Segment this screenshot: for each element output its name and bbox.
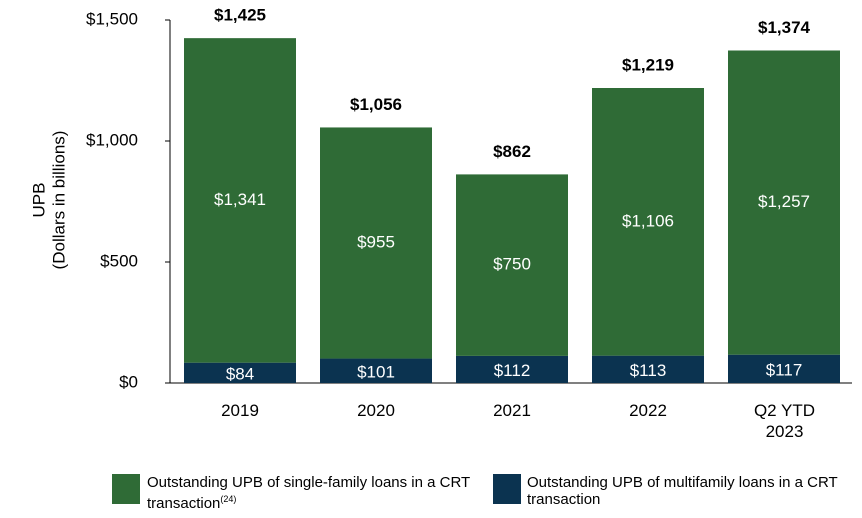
- total-label: $1,374: [758, 18, 811, 37]
- total-label: $862: [493, 142, 531, 161]
- x-tick-label: 2020: [357, 401, 395, 420]
- legend-name: Outstanding UPB of single-family loans i…: [147, 474, 470, 512]
- legend-swatch: [493, 474, 521, 504]
- bar-segment: [728, 354, 840, 383]
- y-axis-label: (Dollars in billions): [49, 131, 68, 270]
- segment-label: $117: [766, 360, 803, 379]
- segment-label: $1,257: [758, 192, 810, 211]
- x-tick-label: Q2 YTD 2023: [753, 401, 816, 441]
- segment-label: $84: [226, 364, 254, 383]
- legend-label: Outstanding UPB of multifamily loans in …: [527, 474, 857, 508]
- segment-label: $1,106: [622, 211, 674, 230]
- bar-segment: [728, 50, 840, 355]
- bar-segment: [320, 127, 432, 359]
- bar-segment: [456, 174, 568, 356]
- total-label: $1,219: [622, 55, 674, 74]
- segment-label: $955: [357, 232, 395, 251]
- segment-label: $750: [493, 255, 531, 274]
- total-label: $1,425: [214, 6, 266, 25]
- segment-label: $101: [357, 362, 395, 381]
- bar-segment: [592, 88, 704, 356]
- segment-label: $1,341: [214, 190, 266, 209]
- x-tick-label: 2021: [493, 401, 531, 420]
- y-tick-label: $0: [119, 372, 138, 391]
- bar-segment: [184, 38, 296, 363]
- legend-label: Outstanding UPB of single-family loans i…: [147, 474, 477, 512]
- segment-label: $113: [630, 361, 667, 380]
- segment-label: $112: [494, 361, 531, 380]
- y-tick-label: $1,000: [86, 130, 138, 149]
- y-tick-label: $1,500: [86, 9, 138, 28]
- legend-name: Outstanding UPB of multifamily loans in …: [527, 474, 838, 508]
- y-tick-label: $500: [100, 251, 138, 270]
- bar-segment: [184, 362, 296, 383]
- y-axis-label: UPB: [29, 183, 48, 218]
- legend-footnote: (24): [220, 494, 237, 504]
- total-label: $1,056: [350, 95, 402, 114]
- bar-segment: [456, 355, 568, 383]
- x-tick-label: 2022: [629, 401, 667, 420]
- bar-segment: [320, 358, 432, 383]
- legend-swatch: [112, 474, 140, 504]
- x-tick-label: 2019: [221, 401, 259, 420]
- bar-segment: [592, 355, 704, 383]
